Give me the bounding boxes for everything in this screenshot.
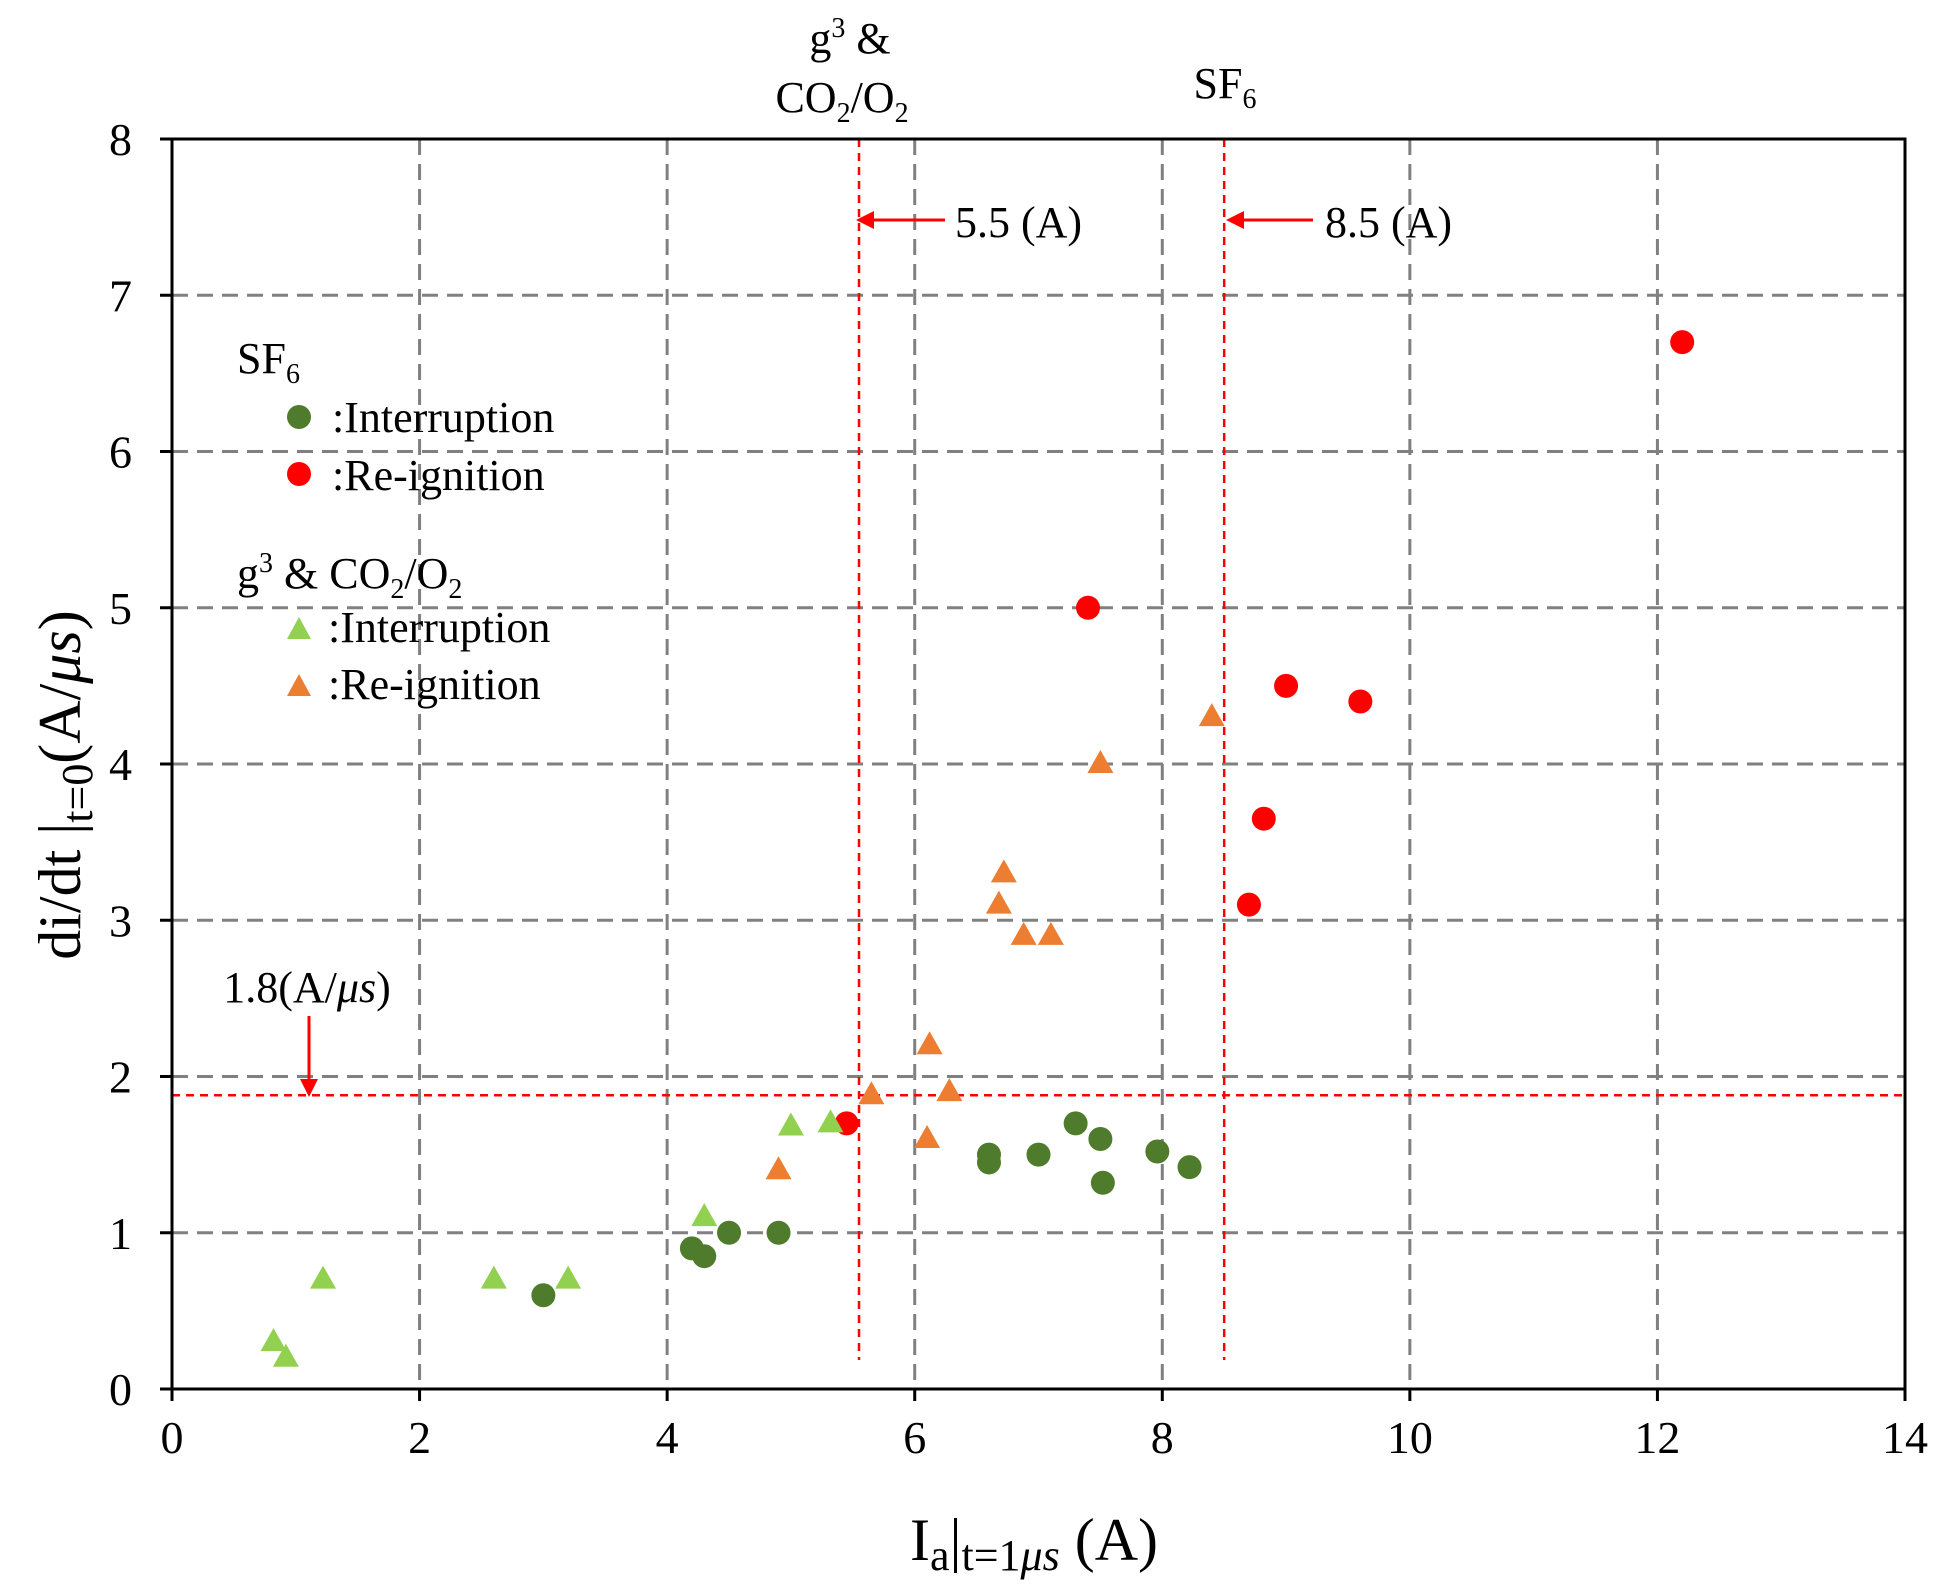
g3-co2-o2-interruption-point bbox=[555, 1265, 582, 1289]
y-tick-label: 2 bbox=[109, 1052, 132, 1103]
legend-g3-reignition-marker bbox=[287, 674, 311, 696]
sf6-interruption-point bbox=[976, 1150, 1001, 1175]
legend-sf6-reignition-label: :Re-ignition bbox=[332, 451, 545, 500]
g3-co2-o2-re-ignition-point bbox=[858, 1081, 885, 1105]
sf6-re-ignition-point bbox=[1274, 673, 1299, 698]
legend: SF6 :Interruption :Re-ignition g3 & CO2/… bbox=[237, 334, 554, 709]
sf6-re-ignition-point bbox=[1236, 892, 1261, 917]
g3-co2-o2-re-ignition-point bbox=[914, 1125, 941, 1148]
g3-co2-o2-re-ignition-point bbox=[765, 1156, 792, 1180]
reference-lines bbox=[172, 139, 1905, 1360]
legend-g3-title: g3 & CO2/O2 bbox=[237, 548, 462, 605]
g3-co2-o2-label-line1: g3 & bbox=[809, 13, 890, 63]
y-tick-label: 0 bbox=[109, 1364, 132, 1415]
data-points bbox=[260, 330, 1695, 1367]
legend-g3-interruption-label: :Interruption bbox=[328, 603, 550, 652]
g3-co2-o2-interruption-point bbox=[480, 1265, 507, 1289]
x-axis-title: Ia|t=1μs (A) bbox=[910, 1507, 1158, 1580]
y-tick-label: 7 bbox=[109, 270, 132, 321]
g3-co2-o2-interruption-point bbox=[310, 1265, 337, 1289]
tick-marks bbox=[160, 137, 1907, 1401]
x-tick-labels: 0 2 4 6 8 10 12 14 bbox=[161, 1412, 1929, 1463]
x-tick-label: 6 bbox=[903, 1412, 926, 1463]
sf6-interruption-point bbox=[692, 1244, 717, 1269]
g3-co2-o2-re-ignition-point bbox=[985, 890, 1012, 914]
y-tick-label: 4 bbox=[109, 739, 132, 790]
y-tick-labels: 0 1 2 3 4 5 6 7 8 bbox=[109, 114, 132, 1415]
sf6-re-ignition-point bbox=[1251, 806, 1276, 831]
legend-g3-reignition-label: :Re-ignition bbox=[328, 660, 541, 709]
arrow-1-8-label: 1.8(A/μs) bbox=[223, 963, 391, 1012]
legend-sf6-interruption-marker bbox=[287, 405, 311, 429]
sf6-interruption-point bbox=[1145, 1139, 1170, 1164]
sf6-re-ignition-point bbox=[1076, 595, 1101, 620]
x-tick-label: 12 bbox=[1634, 1412, 1680, 1463]
x-tick-label: 2 bbox=[408, 1412, 431, 1463]
y-tick-label: 8 bbox=[109, 114, 132, 165]
g3-co2-o2-label-line2: CO2/O2 bbox=[775, 73, 908, 129]
x-tick-label: 0 bbox=[161, 1412, 184, 1463]
legend-sf6-title: SF6 bbox=[237, 334, 300, 390]
sf6-re-ignition-point bbox=[1348, 689, 1373, 714]
g3-co2-o2-re-ignition-point bbox=[990, 859, 1017, 883]
g3-co2-o2-interruption-point bbox=[260, 1328, 287, 1352]
sf6-interruption-point bbox=[531, 1283, 556, 1308]
x-tick-label: 8 bbox=[1151, 1412, 1174, 1463]
sf6-top-label: SF6 bbox=[1194, 59, 1257, 115]
x-tick-label: 14 bbox=[1882, 1412, 1928, 1463]
arrow-8-5 bbox=[1226, 211, 1313, 229]
g3-co2-o2-re-ignition-point bbox=[1010, 921, 1037, 945]
g3-co2-o2-re-ignition-point bbox=[916, 1031, 943, 1055]
arrow-5-5 bbox=[856, 211, 945, 229]
legend-sf6-interruption-label: :Interruption bbox=[332, 393, 554, 442]
x-tick-label: 4 bbox=[656, 1412, 679, 1463]
x-tick-label: 10 bbox=[1387, 1412, 1433, 1463]
arrow-1-8 bbox=[300, 1016, 318, 1097]
y-axis-title: di/dt |t=0(A/μs) bbox=[27, 610, 102, 960]
sf6-re-ignition-point bbox=[1670, 330, 1695, 355]
sf6-interruption-point bbox=[717, 1220, 742, 1245]
g3-co2-o2-re-ignition-point bbox=[1198, 703, 1225, 727]
g3-co2-o2-interruption-point bbox=[691, 1203, 718, 1227]
y-tick-label: 5 bbox=[109, 583, 132, 634]
y-tick-label: 6 bbox=[109, 427, 132, 478]
y-tick-label: 1 bbox=[109, 1208, 132, 1259]
sf6-interruption-point bbox=[1063, 1111, 1088, 1136]
g3-co2-o2-re-ignition-point bbox=[1037, 921, 1064, 945]
legend-sf6-reignition-marker bbox=[287, 462, 311, 486]
gridlines bbox=[172, 139, 1905, 1389]
g3-co2-o2-interruption-point bbox=[272, 1343, 299, 1367]
arrow-8-5-label: 8.5 (A) bbox=[1325, 198, 1452, 247]
g3-co2-o2-interruption-point bbox=[817, 1109, 844, 1133]
g3-co2-o2-re-ignition-point bbox=[1087, 750, 1114, 773]
sf6-interruption-point bbox=[766, 1220, 791, 1245]
sf6-interruption-point bbox=[1090, 1170, 1115, 1195]
y-tick-label: 3 bbox=[109, 895, 132, 946]
arrow-5-5-label: 5.5 (A) bbox=[955, 198, 1082, 247]
g3-co2-o2-re-ignition-point bbox=[936, 1078, 963, 1102]
sf6-interruption-point bbox=[1088, 1127, 1113, 1151]
sf6-interruption-point bbox=[1177, 1155, 1202, 1180]
sf6-interruption-point bbox=[1026, 1142, 1051, 1167]
legend-g3-interruption-marker bbox=[287, 617, 311, 639]
g3-co2-o2-interruption-point bbox=[777, 1112, 804, 1136]
